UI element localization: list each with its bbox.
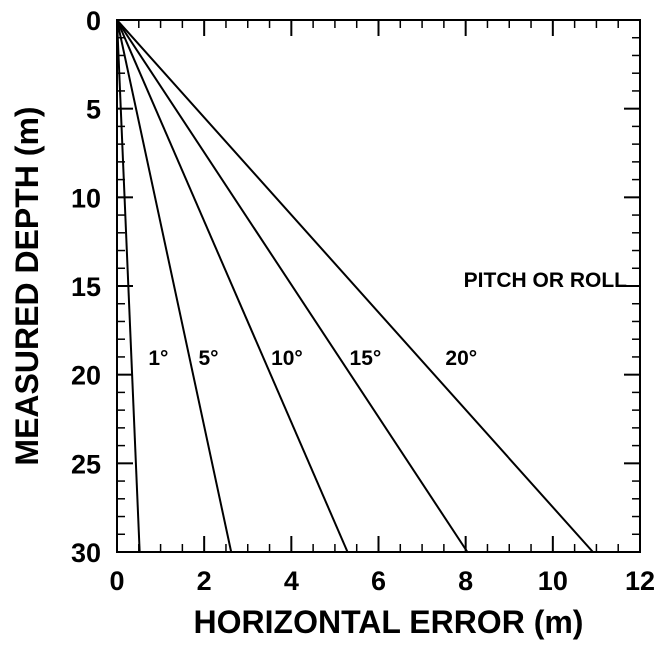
major-ticks bbox=[116, 19, 641, 553]
x-tick-label: 0 bbox=[109, 566, 124, 596]
series-line bbox=[116, 19, 349, 553]
pitch-or-roll-annotation: PITCH OR ROLL bbox=[464, 269, 627, 292]
series-line bbox=[116, 19, 594, 553]
series-line bbox=[116, 19, 233, 553]
y-tick-label: 15 bbox=[71, 272, 101, 302]
tick-labels: 0 2 4 6 8 10 12 0 5 10 15 20 25 30 bbox=[71, 6, 655, 596]
x-tick-label: 4 bbox=[284, 566, 299, 596]
y-tick-label: 5 bbox=[86, 95, 101, 125]
x-tick-label: 6 bbox=[371, 566, 386, 596]
series-labels: 1° 5° 10° 15° 20° bbox=[148, 347, 477, 370]
series-label: 20° bbox=[445, 347, 477, 370]
y-tick-label: 0 bbox=[86, 6, 101, 36]
series-line bbox=[116, 19, 469, 553]
y-axis-title: MEASURED DEPTH (m) bbox=[9, 106, 45, 465]
series-lines bbox=[116, 19, 594, 553]
series-label: 15° bbox=[350, 347, 382, 370]
y-tick-label: 30 bbox=[71, 538, 101, 568]
y-tick-label: 25 bbox=[71, 449, 101, 479]
x-tick-label: 10 bbox=[538, 566, 568, 596]
x-tick-label: 2 bbox=[197, 566, 212, 596]
series-label: 5° bbox=[198, 347, 218, 370]
x-tick-label: 12 bbox=[625, 566, 655, 596]
y-tick-label: 20 bbox=[71, 361, 101, 391]
x-tick-label: 8 bbox=[458, 566, 473, 596]
series-label: 1° bbox=[148, 347, 168, 370]
series-line bbox=[116, 19, 141, 553]
series-label: 10° bbox=[271, 347, 303, 370]
x-axis-title: HORIZONTAL ERROR (m) bbox=[194, 604, 584, 640]
y-tick-label: 10 bbox=[71, 183, 101, 213]
